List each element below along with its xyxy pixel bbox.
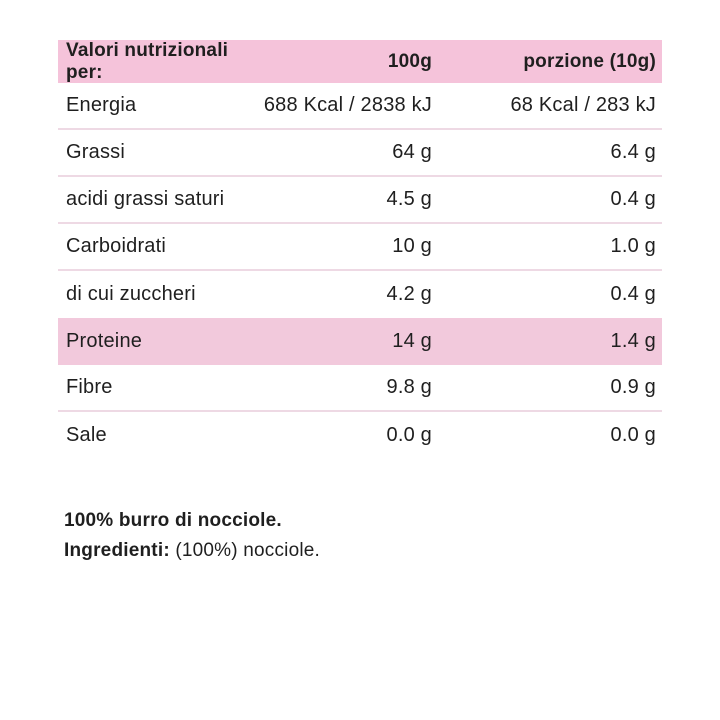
row-value-per-100g: 688 Kcal / 2838 kJ <box>263 94 432 116</box>
row-value-per-100g: 9.8 g <box>386 376 432 398</box>
row-value-per-portion: 1.0 g <box>610 235 656 257</box>
nutrition-table: Valori nutrizionali per: 100g porzione (… <box>58 40 662 459</box>
row-label: di cui zuccheri <box>66 283 196 305</box>
row-label: Grassi <box>66 141 125 163</box>
row-value-per-100g: 14 g <box>392 330 432 352</box>
table-row: Carboidrati 10 g 1.0 g <box>58 224 662 271</box>
row-value-per-100g: 4.2 g <box>386 283 432 305</box>
ingredients-label: Ingredienti: <box>64 540 170 561</box>
table-row: Energia 688 Kcal / 2838 kJ 68 Kcal / 283 k… <box>58 83 662 130</box>
row-label: acidi grassi saturi <box>66 188 225 210</box>
row-value-per-portion: 6.4 g <box>610 141 656 163</box>
row-value-per-portion: 0.4 g <box>610 283 656 305</box>
row-value-per-100g: 10 g <box>392 235 432 257</box>
row-value-per-portion: 0.4 g <box>610 188 656 210</box>
table-row: Proteine 14 g 1.4 g <box>58 318 662 365</box>
header-per-100g: 100g <box>387 51 432 72</box>
table-row: acidi grassi saturi 4.5 g 0.4 g <box>58 177 662 224</box>
table-row: di cui zuccheri 4.2 g 0.4 g <box>58 271 662 318</box>
table-header-row: Valori nutrizionali per: 100g porzione (… <box>58 40 662 83</box>
table-body: Energia 688 Kcal / 2838 kJ 68 Kcal / 283 k… <box>58 83 662 459</box>
row-value-per-portion: 0.9 g <box>610 376 656 398</box>
row-label: Carboidrati <box>66 235 167 257</box>
ingredients-line: Ingredienti: (100%) nocciole. <box>64 536 320 566</box>
row-value-per-100g: 0.0 g <box>386 424 432 446</box>
row-label: Proteine <box>66 330 143 352</box>
header-nutrition-values: Valori nutrizionali per: <box>66 40 229 83</box>
row-value-per-portion: 1.4 g <box>610 330 656 352</box>
footer: 100% burro di nocciole. Ingredienti: (10… <box>64 506 320 566</box>
table-row: Fibre 9.8 g 0.9 g <box>58 365 662 412</box>
table-row: Grassi 64 g 6.4 g <box>58 130 662 177</box>
row-label: Sale <box>66 424 107 446</box>
header-per-portion: porzione (10g) <box>523 51 656 72</box>
row-value-per-portion: 0.0 g <box>610 424 656 446</box>
row-value-per-portion: 68 Kcal / 283 kJ <box>510 94 656 116</box>
row-label: Fibre <box>66 376 113 398</box>
row-value-per-100g: 4.5 g <box>386 188 432 210</box>
ingredients-text: (100%) nocciole. <box>169 540 321 561</box>
product-description: 100% burro di nocciole. <box>64 510 282 531</box>
row-label: Energia <box>66 94 137 116</box>
row-value-per-100g: 64 g <box>392 141 432 163</box>
table-row: Sale 0.0 g 0.0 g <box>58 412 662 459</box>
